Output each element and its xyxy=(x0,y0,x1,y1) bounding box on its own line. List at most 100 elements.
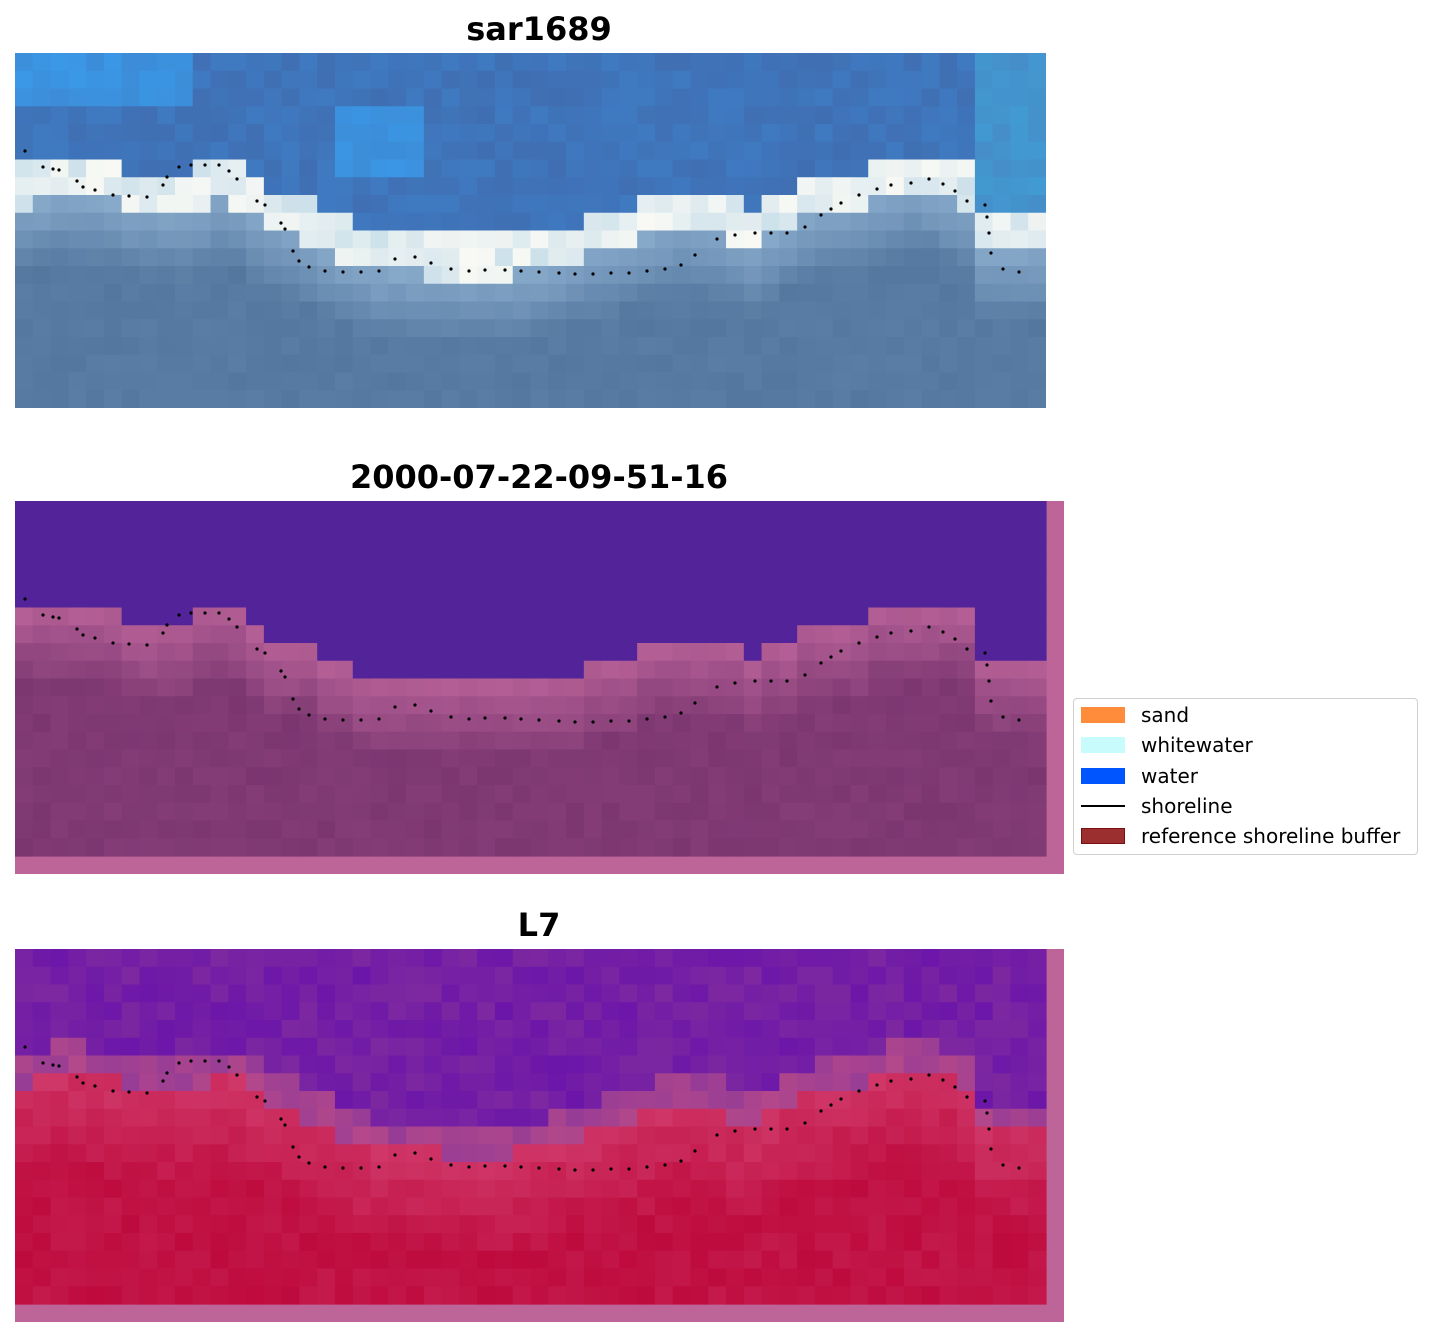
legend-label-whitewater: whitewater xyxy=(1141,733,1253,757)
index-image-panel xyxy=(15,949,1064,1322)
shoreline-point xyxy=(557,1167,561,1171)
shoreline-point xyxy=(557,719,561,723)
shoreline-point xyxy=(449,715,453,719)
shoreline-point xyxy=(715,685,719,689)
shoreline-point xyxy=(1001,715,1005,719)
shoreline-point xyxy=(51,167,55,171)
shoreline-point xyxy=(889,631,893,635)
shoreline-point xyxy=(165,623,169,627)
shoreline-point xyxy=(519,1165,523,1169)
shoreline-point xyxy=(609,271,613,275)
shoreline-point xyxy=(989,251,993,255)
shoreline-point xyxy=(857,641,861,645)
shoreline-point xyxy=(573,720,577,724)
shoreline-point xyxy=(987,231,991,235)
shoreline-point xyxy=(393,1153,397,1157)
shoreline-point xyxy=(291,697,295,701)
shoreline-point xyxy=(927,177,931,181)
shoreline-point xyxy=(733,1129,737,1133)
shoreline-point xyxy=(627,1167,631,1171)
shoreline-point xyxy=(93,636,97,640)
shoreline-point xyxy=(609,719,613,723)
shoreline-point xyxy=(909,181,913,185)
legend-item-shoreline: shoreline xyxy=(1081,794,1233,818)
shoreline-point xyxy=(785,679,789,683)
shoreline-point xyxy=(909,1077,913,1081)
shoreline-point xyxy=(769,679,773,683)
shoreline-point xyxy=(255,1095,259,1099)
shoreline-point xyxy=(297,1155,301,1159)
shoreline-point xyxy=(51,615,55,619)
shoreline-point xyxy=(235,625,239,629)
shoreline-point xyxy=(413,255,417,259)
shoreline-point xyxy=(57,168,61,172)
shoreline-point xyxy=(297,707,301,711)
shoreline-point xyxy=(145,1091,149,1095)
legend-label-water: water xyxy=(1141,764,1198,788)
shoreline-point xyxy=(429,709,433,713)
shoreline-point xyxy=(75,179,79,183)
shoreline-point xyxy=(307,265,311,269)
shoreline-point xyxy=(235,1073,239,1077)
shoreline-classified xyxy=(23,597,1021,724)
shoreline-point xyxy=(483,716,487,720)
shoreline-point xyxy=(279,1117,283,1121)
shoreline-point xyxy=(341,1166,345,1170)
shoreline-point xyxy=(203,611,207,615)
water-swatch xyxy=(1081,768,1125,784)
shoreline-point xyxy=(573,1168,577,1172)
shoreline-point xyxy=(1001,1163,1005,1167)
shoreline-point xyxy=(519,269,523,273)
shoreline-point xyxy=(255,647,259,651)
legend: sand whitewater water shoreline referenc… xyxy=(1073,698,1418,855)
shoreline-point xyxy=(483,268,487,272)
shoreline-point xyxy=(263,651,267,655)
shoreline-point xyxy=(177,1061,181,1065)
shoreline-point xyxy=(377,717,381,721)
shoreline-point xyxy=(291,1145,295,1149)
shoreline-point xyxy=(733,681,737,685)
shoreline-point xyxy=(875,635,879,639)
shoreline-point xyxy=(23,597,27,601)
shoreline-point xyxy=(483,1164,487,1168)
shoreline-point xyxy=(591,1168,595,1172)
panel-title-index: L7 xyxy=(517,906,561,944)
shoreline-point xyxy=(627,271,631,275)
shoreline-point xyxy=(753,1127,757,1131)
index-image xyxy=(15,949,1064,1322)
shoreline-point xyxy=(393,705,397,709)
shoreline-point xyxy=(941,182,945,186)
shoreline-point xyxy=(803,673,807,677)
shoreline-point xyxy=(627,719,631,723)
shoreline-point xyxy=(189,163,193,167)
shoreline-point xyxy=(983,651,987,655)
shoreline-point xyxy=(165,1071,169,1075)
shoreline-point xyxy=(235,177,239,181)
shoreline-point xyxy=(291,249,295,253)
shoreline-point xyxy=(733,233,737,237)
shoreline-point xyxy=(75,627,79,631)
shoreline-point xyxy=(819,1109,823,1113)
classified-image xyxy=(15,501,1064,874)
shoreline-point xyxy=(227,1065,231,1069)
shoreline-point xyxy=(359,718,363,722)
shoreline-point xyxy=(1017,1166,1021,1170)
shoreline-point xyxy=(283,227,287,231)
shoreline-point xyxy=(839,649,843,653)
shoreline-point xyxy=(753,679,757,683)
shoreline-point xyxy=(41,165,45,169)
shoreline-point xyxy=(413,1151,417,1155)
legend-label-shoreline: shoreline xyxy=(1141,794,1233,818)
shoreline-point xyxy=(985,1111,989,1115)
shoreline-point xyxy=(297,259,301,263)
panel-title-classified: 2000-07-22-09-51-16 xyxy=(349,458,729,496)
shoreline-point xyxy=(145,195,149,199)
shoreline-point xyxy=(41,1061,45,1065)
shoreline-point xyxy=(985,663,989,667)
shoreline-point xyxy=(449,267,453,271)
shoreline-point xyxy=(449,1163,453,1167)
shoreline-point xyxy=(839,1097,843,1101)
shoreline-point xyxy=(819,213,823,217)
shoreline-point xyxy=(829,207,833,211)
shoreline-point xyxy=(909,629,913,633)
